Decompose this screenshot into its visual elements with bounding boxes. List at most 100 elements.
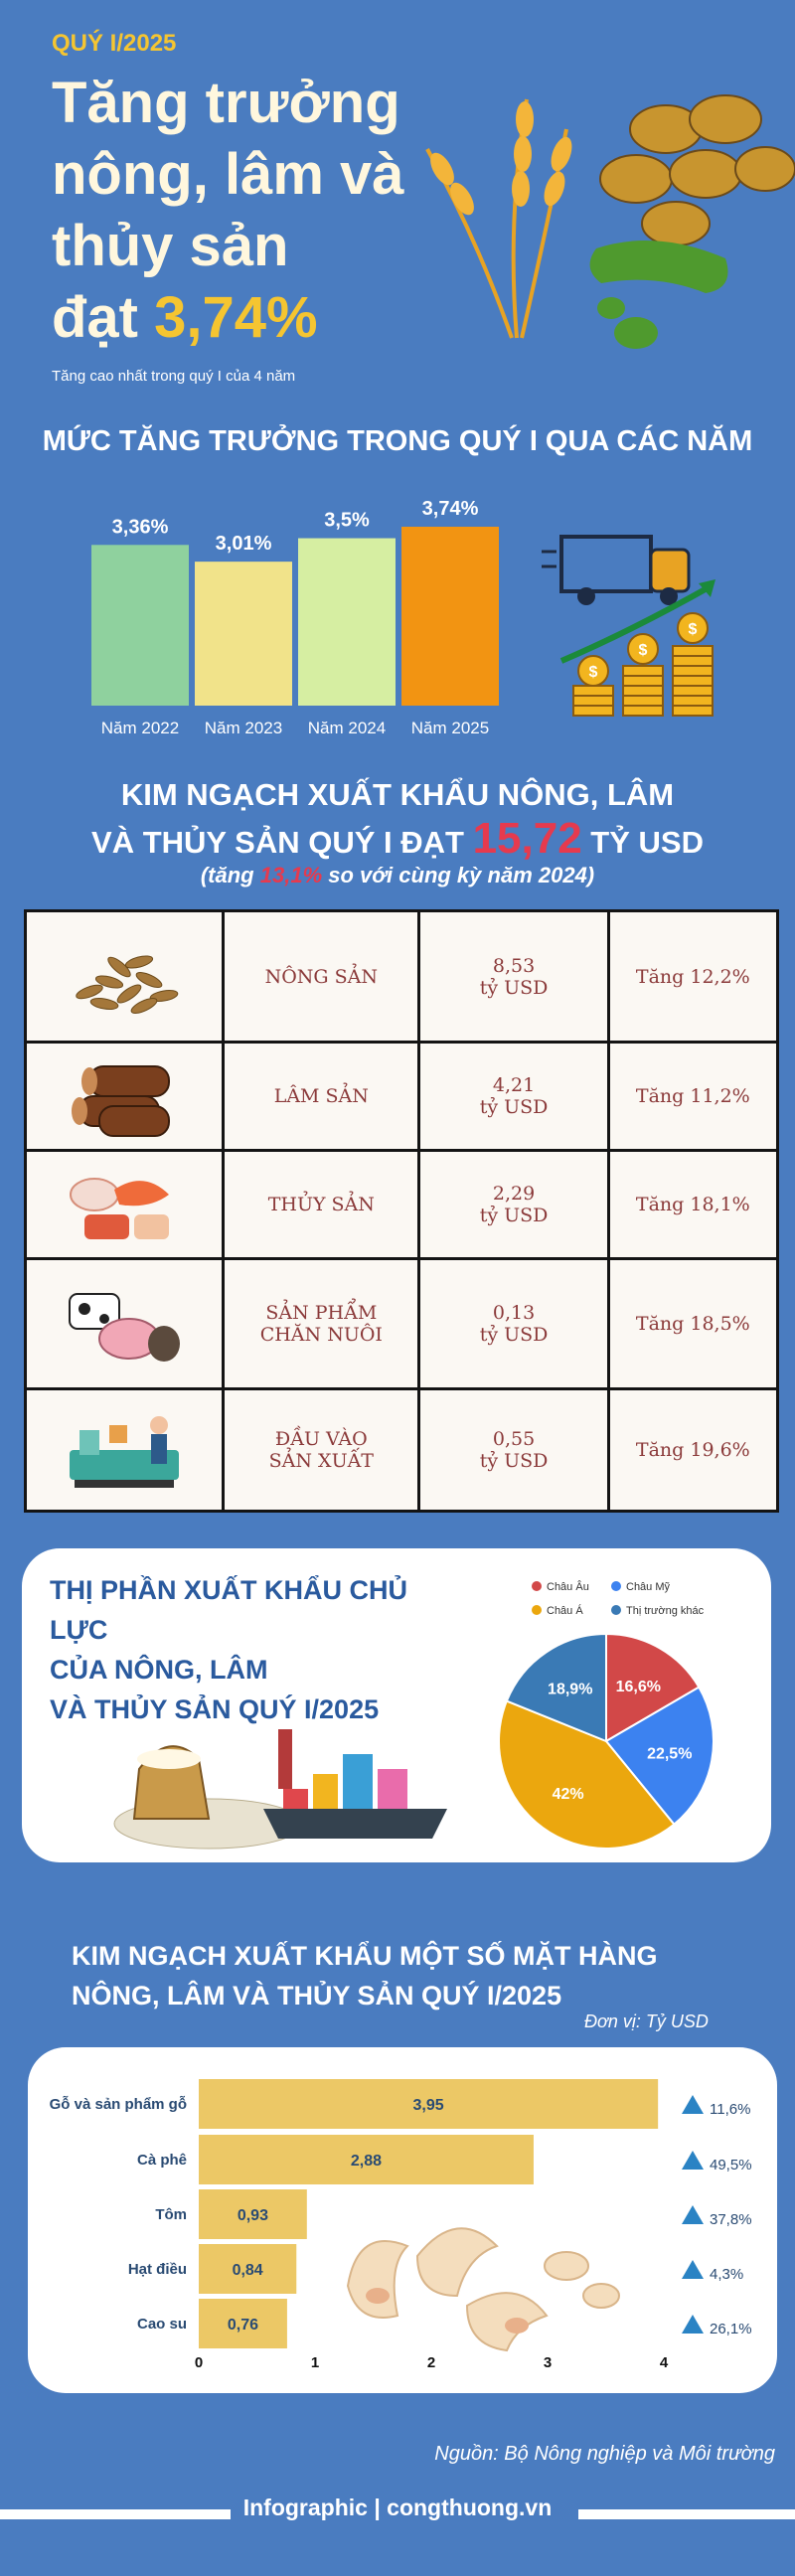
seafood-icon bbox=[70, 1178, 170, 1239]
table-growth: Tăng 19,6% bbox=[635, 1439, 750, 1461]
growth-section-title: MỨC TĂNG TRƯỞNG TRONG QUÝ I QUA CÁC NĂM bbox=[42, 425, 753, 457]
growth-category-label: Năm 2023 bbox=[205, 719, 282, 737]
pie-data-label: 42% bbox=[553, 1786, 584, 1803]
export-subtitle: (tăng 13,1% so với cùng kỳ năm 2024) bbox=[0, 863, 795, 888]
export-table: NÔNG SẢN 8,53 tỷ USD Tăng 12,2% LÂM SẢN … bbox=[24, 909, 779, 1513]
rice-ship-illustration bbox=[113, 1729, 447, 1850]
growth-data-label: 3,5% bbox=[324, 510, 370, 532]
growth-category-label: Năm 2022 bbox=[101, 719, 179, 737]
export-section-title: KIM NGẠCH XUẤT KHẨU NÔNG, LÂM VÀ THỦY SẢ… bbox=[0, 773, 795, 865]
source-text: Nguồn: Bộ Nông nghiệp và Môi trường bbox=[434, 2443, 775, 2465]
truck-coins-illustration: $ $ $ bbox=[542, 535, 716, 717]
commodity-bar bbox=[199, 2189, 307, 2239]
commodity-data-label: 0,76 bbox=[228, 2317, 258, 2334]
table-icon-cell bbox=[27, 1390, 226, 1510]
footer-text: Infographic | congthuong.vn bbox=[242, 2495, 553, 2520]
truck-icon bbox=[542, 535, 691, 605]
export-title-line: KIM NGẠCH XUẤT KHẨU NÔNG, LÂM bbox=[120, 777, 675, 812]
table-icon-cell bbox=[27, 1152, 226, 1257]
commodity-growth-label: 4,3% bbox=[710, 2266, 743, 2283]
pie-data-label: 16,6% bbox=[616, 1679, 661, 1695]
footer-line-right bbox=[578, 2509, 795, 2519]
pie-slice bbox=[505, 1632, 607, 1743]
commodity-category-label: Cà phê bbox=[137, 2152, 187, 2169]
export-growth-value: 13,1% bbox=[259, 863, 323, 887]
legend-marker bbox=[532, 1581, 542, 1591]
wheat-seeds-illustration bbox=[425, 94, 795, 349]
rice-sack-icon bbox=[113, 1745, 304, 1850]
legend-marker bbox=[611, 1605, 621, 1615]
headline-prefix: đạt bbox=[52, 285, 155, 350]
table-icon-cell bbox=[27, 1260, 226, 1387]
commodity-bar bbox=[199, 2135, 534, 2184]
wheat-icon bbox=[425, 98, 568, 339]
growth-bar bbox=[195, 562, 292, 706]
svg-text:$: $ bbox=[689, 621, 698, 638]
table-icon-cell bbox=[27, 912, 226, 1041]
table-row: LÂM SẢN 4,21 tỷ USD Tăng 11,2% bbox=[27, 1044, 776, 1152]
table-value: 0,55 tỷ USD bbox=[420, 1390, 610, 1510]
market-share-pie-chart: Châu Âu Châu Mỹ Châu Á Thị trường khác 16,6%… bbox=[498, 1580, 715, 1850]
table-value: 0,13 tỷ USD bbox=[420, 1260, 610, 1387]
table-row: NÔNG SẢN 8,53 tỷ USD Tăng 12,2% bbox=[27, 912, 776, 1044]
up-arrow-icon bbox=[682, 2205, 704, 2224]
pie-slice bbox=[498, 1699, 676, 1850]
commodity-growth-label: 26,1% bbox=[710, 2321, 752, 2337]
commodity-data-label: 0,84 bbox=[233, 2262, 263, 2279]
growth-category-label: Năm 2025 bbox=[411, 719, 489, 737]
svg-text:$: $ bbox=[589, 664, 598, 681]
table-category: THỦY SẢN bbox=[225, 1152, 421, 1257]
table-category: NÔNG SẢN bbox=[225, 912, 421, 1041]
commodity-bar bbox=[199, 2299, 287, 2348]
quarter-label: QUÝ I/2025 bbox=[52, 30, 177, 57]
headline-line: nông, lâm và bbox=[52, 142, 404, 207]
table-value: 8,53 tỷ USD bbox=[420, 912, 610, 1041]
pie-slice bbox=[604, 1686, 715, 1827]
export-sub-prefix: (tăng bbox=[200, 863, 260, 887]
pie-data-label: 22,5% bbox=[647, 1746, 692, 1763]
legend-marker bbox=[611, 1581, 621, 1591]
cargo-ship-icon bbox=[263, 1729, 447, 1839]
commodity-data-label: 2,88 bbox=[351, 2153, 382, 2170]
export-total-value: 15,72 bbox=[472, 814, 582, 863]
commodity-category-label: Cao su bbox=[137, 2316, 187, 2333]
legend-label: Châu Mỹ bbox=[626, 1581, 671, 1593]
headline-subtitle: Tăng cao nhất trong quý I của 4 năm bbox=[52, 368, 296, 385]
growth-bar bbox=[401, 527, 499, 706]
export-title-prefix: VÀ THỦY SẢN QUÝ I ĐẠT bbox=[91, 825, 473, 860]
table-category: ĐẦU VÀO SẢN XUẤT bbox=[225, 1390, 421, 1510]
commodity-category-label: Tôm bbox=[155, 2206, 187, 2223]
growth-bar bbox=[91, 545, 189, 706]
growth-data-label: 3,36% bbox=[112, 516, 169, 538]
table-growth: Tăng 12,2% bbox=[635, 965, 750, 988]
seeds-icon bbox=[599, 94, 795, 246]
svg-text:$: $ bbox=[639, 642, 648, 659]
up-arrow-icon bbox=[682, 2151, 704, 2170]
commodity-title-line: NÔNG, LÂM VÀ THỦY SẢN QUÝ I/2025 bbox=[72, 1981, 562, 2011]
commodity-growth-label: 11,6% bbox=[710, 2101, 750, 2118]
growth-category-label: Năm 2024 bbox=[308, 719, 386, 737]
commodity-x-tick: 2 bbox=[427, 2354, 435, 2371]
table-category: LÂM SẢN bbox=[225, 1044, 421, 1149]
headline-line: thủy sản bbox=[52, 214, 289, 278]
pie-data-label: 18,9% bbox=[548, 1681, 592, 1697]
table-value: 2,29 tỷ USD bbox=[420, 1152, 610, 1257]
table-growth: Tăng 18,5% bbox=[635, 1313, 750, 1335]
export-sub-suffix: so với cùng kỳ năm 2024) bbox=[322, 863, 595, 887]
commodity-x-tick: 3 bbox=[544, 2354, 552, 2371]
commodity-bar-chart: Gỗ và sản phẩm gỗ 3,95 11,6% Cà phê 2,88 49,5… bbox=[50, 2079, 752, 2371]
commodity-x-tick: 4 bbox=[660, 2354, 669, 2371]
cashew-illustration bbox=[346, 2227, 620, 2352]
livestock-icon bbox=[69, 1293, 181, 1362]
factory-icon bbox=[70, 1416, 180, 1488]
table-row: SẢN PHẨM CHĂN NUÔI 0,13 tỷ USD Tăng 18,5… bbox=[27, 1260, 776, 1390]
commodity-bar bbox=[199, 2079, 659, 2129]
pie-slice bbox=[605, 1632, 701, 1743]
soybean-pod-icon bbox=[589, 241, 728, 349]
growth-arrow-icon bbox=[559, 579, 716, 664]
market-title-line: VÀ THỦY SẢN QUÝ I/2025 bbox=[50, 1694, 380, 1724]
log-icon bbox=[72, 1065, 171, 1137]
growth-bar-chart: 3,36% Năm 2022 3,01% Năm 2023 3,5% Năm 2024 3,… bbox=[91, 498, 499, 737]
market-title-line: CỦA NÔNG, LÂM bbox=[50, 1655, 268, 1685]
up-arrow-icon bbox=[682, 2315, 704, 2334]
